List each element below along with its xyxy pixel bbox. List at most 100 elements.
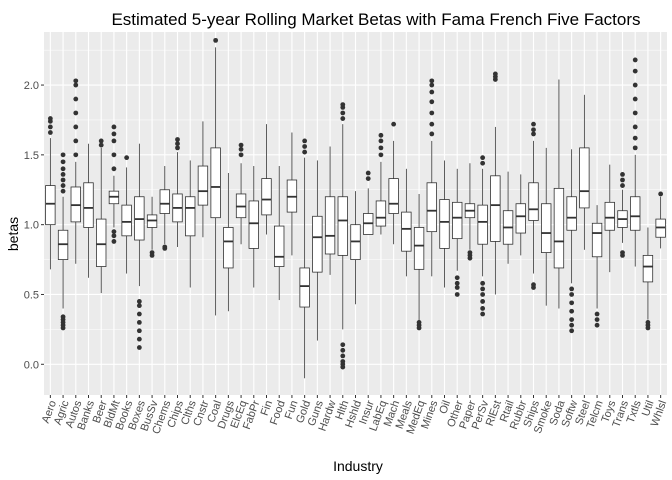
iqr-box bbox=[324, 196, 336, 255]
outlier-point bbox=[47, 116, 53, 121]
outlier-point bbox=[632, 135, 638, 141]
x-tick-label: Util bbox=[640, 399, 657, 418]
iqr-box bbox=[515, 203, 526, 234]
y-axis: 0.0 0.5 1.0 1.5 2.0 bbox=[24, 80, 44, 371]
outlier-point bbox=[73, 110, 79, 116]
outlier-point bbox=[111, 152, 117, 158]
iqr-box bbox=[426, 182, 437, 233]
box-cnstr bbox=[197, 121, 209, 238]
box-rubbr bbox=[515, 174, 526, 256]
box-fabpr bbox=[248, 166, 259, 288]
outlier-point bbox=[111, 138, 117, 144]
box-food bbox=[274, 166, 285, 301]
outlier-point bbox=[60, 183, 66, 188]
outlier-point bbox=[60, 314, 66, 320]
box-banks bbox=[83, 143, 94, 278]
outlier-point bbox=[238, 142, 244, 148]
outlier-point bbox=[136, 336, 142, 342]
y-tick-label: 0.0 bbox=[24, 359, 39, 371]
outlier-point bbox=[136, 345, 142, 350]
box-coal bbox=[210, 37, 221, 316]
outlier-point bbox=[302, 144, 308, 149]
box-other bbox=[452, 168, 463, 297]
outlier-point bbox=[136, 328, 142, 334]
outlier-point bbox=[60, 177, 66, 183]
outlier-point bbox=[136, 320, 142, 325]
box-txtls bbox=[630, 57, 641, 267]
outlier-point bbox=[175, 137, 180, 142]
outlier-point bbox=[620, 177, 625, 183]
box-gold bbox=[299, 138, 310, 379]
iqr-box bbox=[401, 211, 412, 252]
box-toys bbox=[604, 164, 615, 273]
iqr-box bbox=[439, 199, 450, 249]
box-boxes bbox=[134, 143, 145, 350]
outlier-point bbox=[569, 300, 575, 306]
outlier-point bbox=[238, 146, 244, 152]
outlier-point bbox=[391, 121, 397, 127]
outlier-point bbox=[429, 110, 435, 116]
box-insur bbox=[363, 170, 374, 235]
iqr-box bbox=[528, 182, 539, 221]
outlier-point bbox=[416, 320, 422, 325]
iqr-box bbox=[197, 165, 209, 206]
iqr-box bbox=[630, 196, 641, 231]
iqr-box bbox=[121, 204, 132, 237]
outlier-point bbox=[429, 78, 435, 84]
iqr-box bbox=[210, 147, 221, 219]
outlier-point bbox=[429, 89, 435, 95]
box-guns bbox=[312, 160, 323, 341]
outlier-point bbox=[73, 96, 79, 102]
box-books bbox=[121, 155, 132, 274]
box-autos bbox=[70, 78, 81, 264]
outlier-point bbox=[340, 102, 346, 107]
outlier-point bbox=[569, 308, 575, 314]
iqr-box bbox=[490, 175, 501, 242]
outlier-point bbox=[378, 138, 384, 144]
iqr-box bbox=[604, 201, 615, 231]
outlier-point bbox=[175, 145, 180, 151]
outlier-point bbox=[620, 172, 625, 177]
outlier-point bbox=[149, 250, 155, 255]
outlier-point bbox=[569, 286, 575, 292]
box-telcm bbox=[591, 205, 603, 328]
box-bussv bbox=[146, 196, 158, 258]
outlier-point bbox=[569, 292, 575, 297]
outlier-point bbox=[620, 250, 625, 255]
box-drugs bbox=[223, 173, 234, 312]
outlier-point bbox=[632, 68, 638, 74]
x-tick-label: Fin bbox=[259, 399, 276, 417]
outlier-point bbox=[569, 322, 575, 328]
iqr-box bbox=[83, 182, 94, 228]
outlier-point bbox=[429, 131, 435, 137]
box-mines bbox=[426, 78, 437, 277]
outlier-point bbox=[454, 275, 460, 281]
iqr-box bbox=[541, 203, 552, 253]
outlier-point bbox=[365, 170, 371, 176]
iqr-box bbox=[248, 200, 259, 249]
box-persv bbox=[477, 155, 488, 317]
iqr-box bbox=[477, 204, 488, 245]
box-util bbox=[642, 227, 654, 331]
outlier-point bbox=[480, 155, 486, 161]
outlier-point bbox=[302, 138, 308, 144]
outlier-point bbox=[340, 110, 346, 116]
boxes bbox=[45, 37, 666, 379]
outlier-point bbox=[480, 286, 486, 292]
box-trans bbox=[617, 172, 628, 258]
box-aero bbox=[45, 116, 56, 270]
outlier-point bbox=[594, 322, 600, 328]
outlier-point bbox=[632, 96, 638, 102]
outlier-point bbox=[429, 121, 435, 127]
outlier-point bbox=[340, 342, 346, 348]
box-chips bbox=[172, 137, 183, 248]
outlier-point bbox=[60, 152, 66, 158]
outlier-point bbox=[111, 124, 117, 130]
iqr-box bbox=[185, 196, 196, 237]
iqr-box bbox=[223, 227, 234, 269]
outlier-point bbox=[480, 280, 486, 286]
iqr-box bbox=[96, 218, 107, 267]
box-clths bbox=[185, 160, 196, 288]
outlier-point bbox=[480, 292, 486, 297]
